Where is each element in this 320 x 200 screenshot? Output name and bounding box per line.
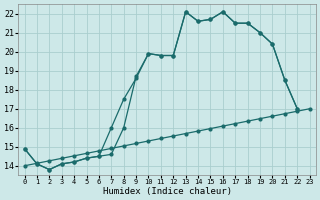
X-axis label: Humidex (Indice chaleur): Humidex (Indice chaleur): [103, 187, 232, 196]
